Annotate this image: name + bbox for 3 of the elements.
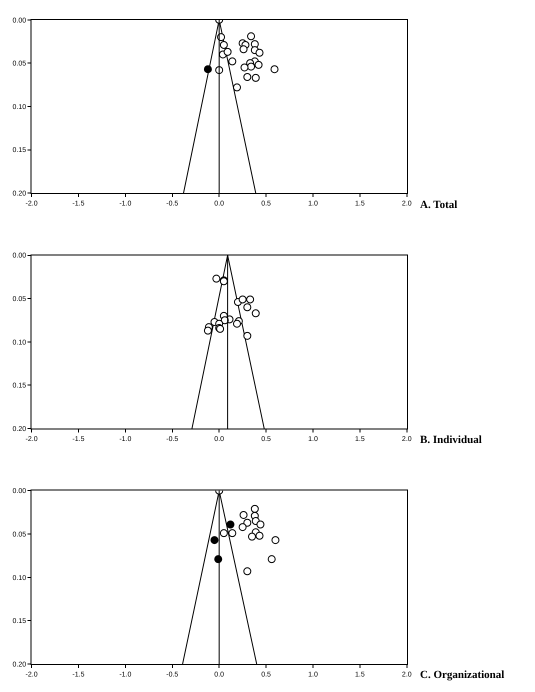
text: A. Total [420, 199, 458, 211]
text: B. Individual [420, 434, 482, 446]
text: C. Organizational [420, 669, 504, 681]
